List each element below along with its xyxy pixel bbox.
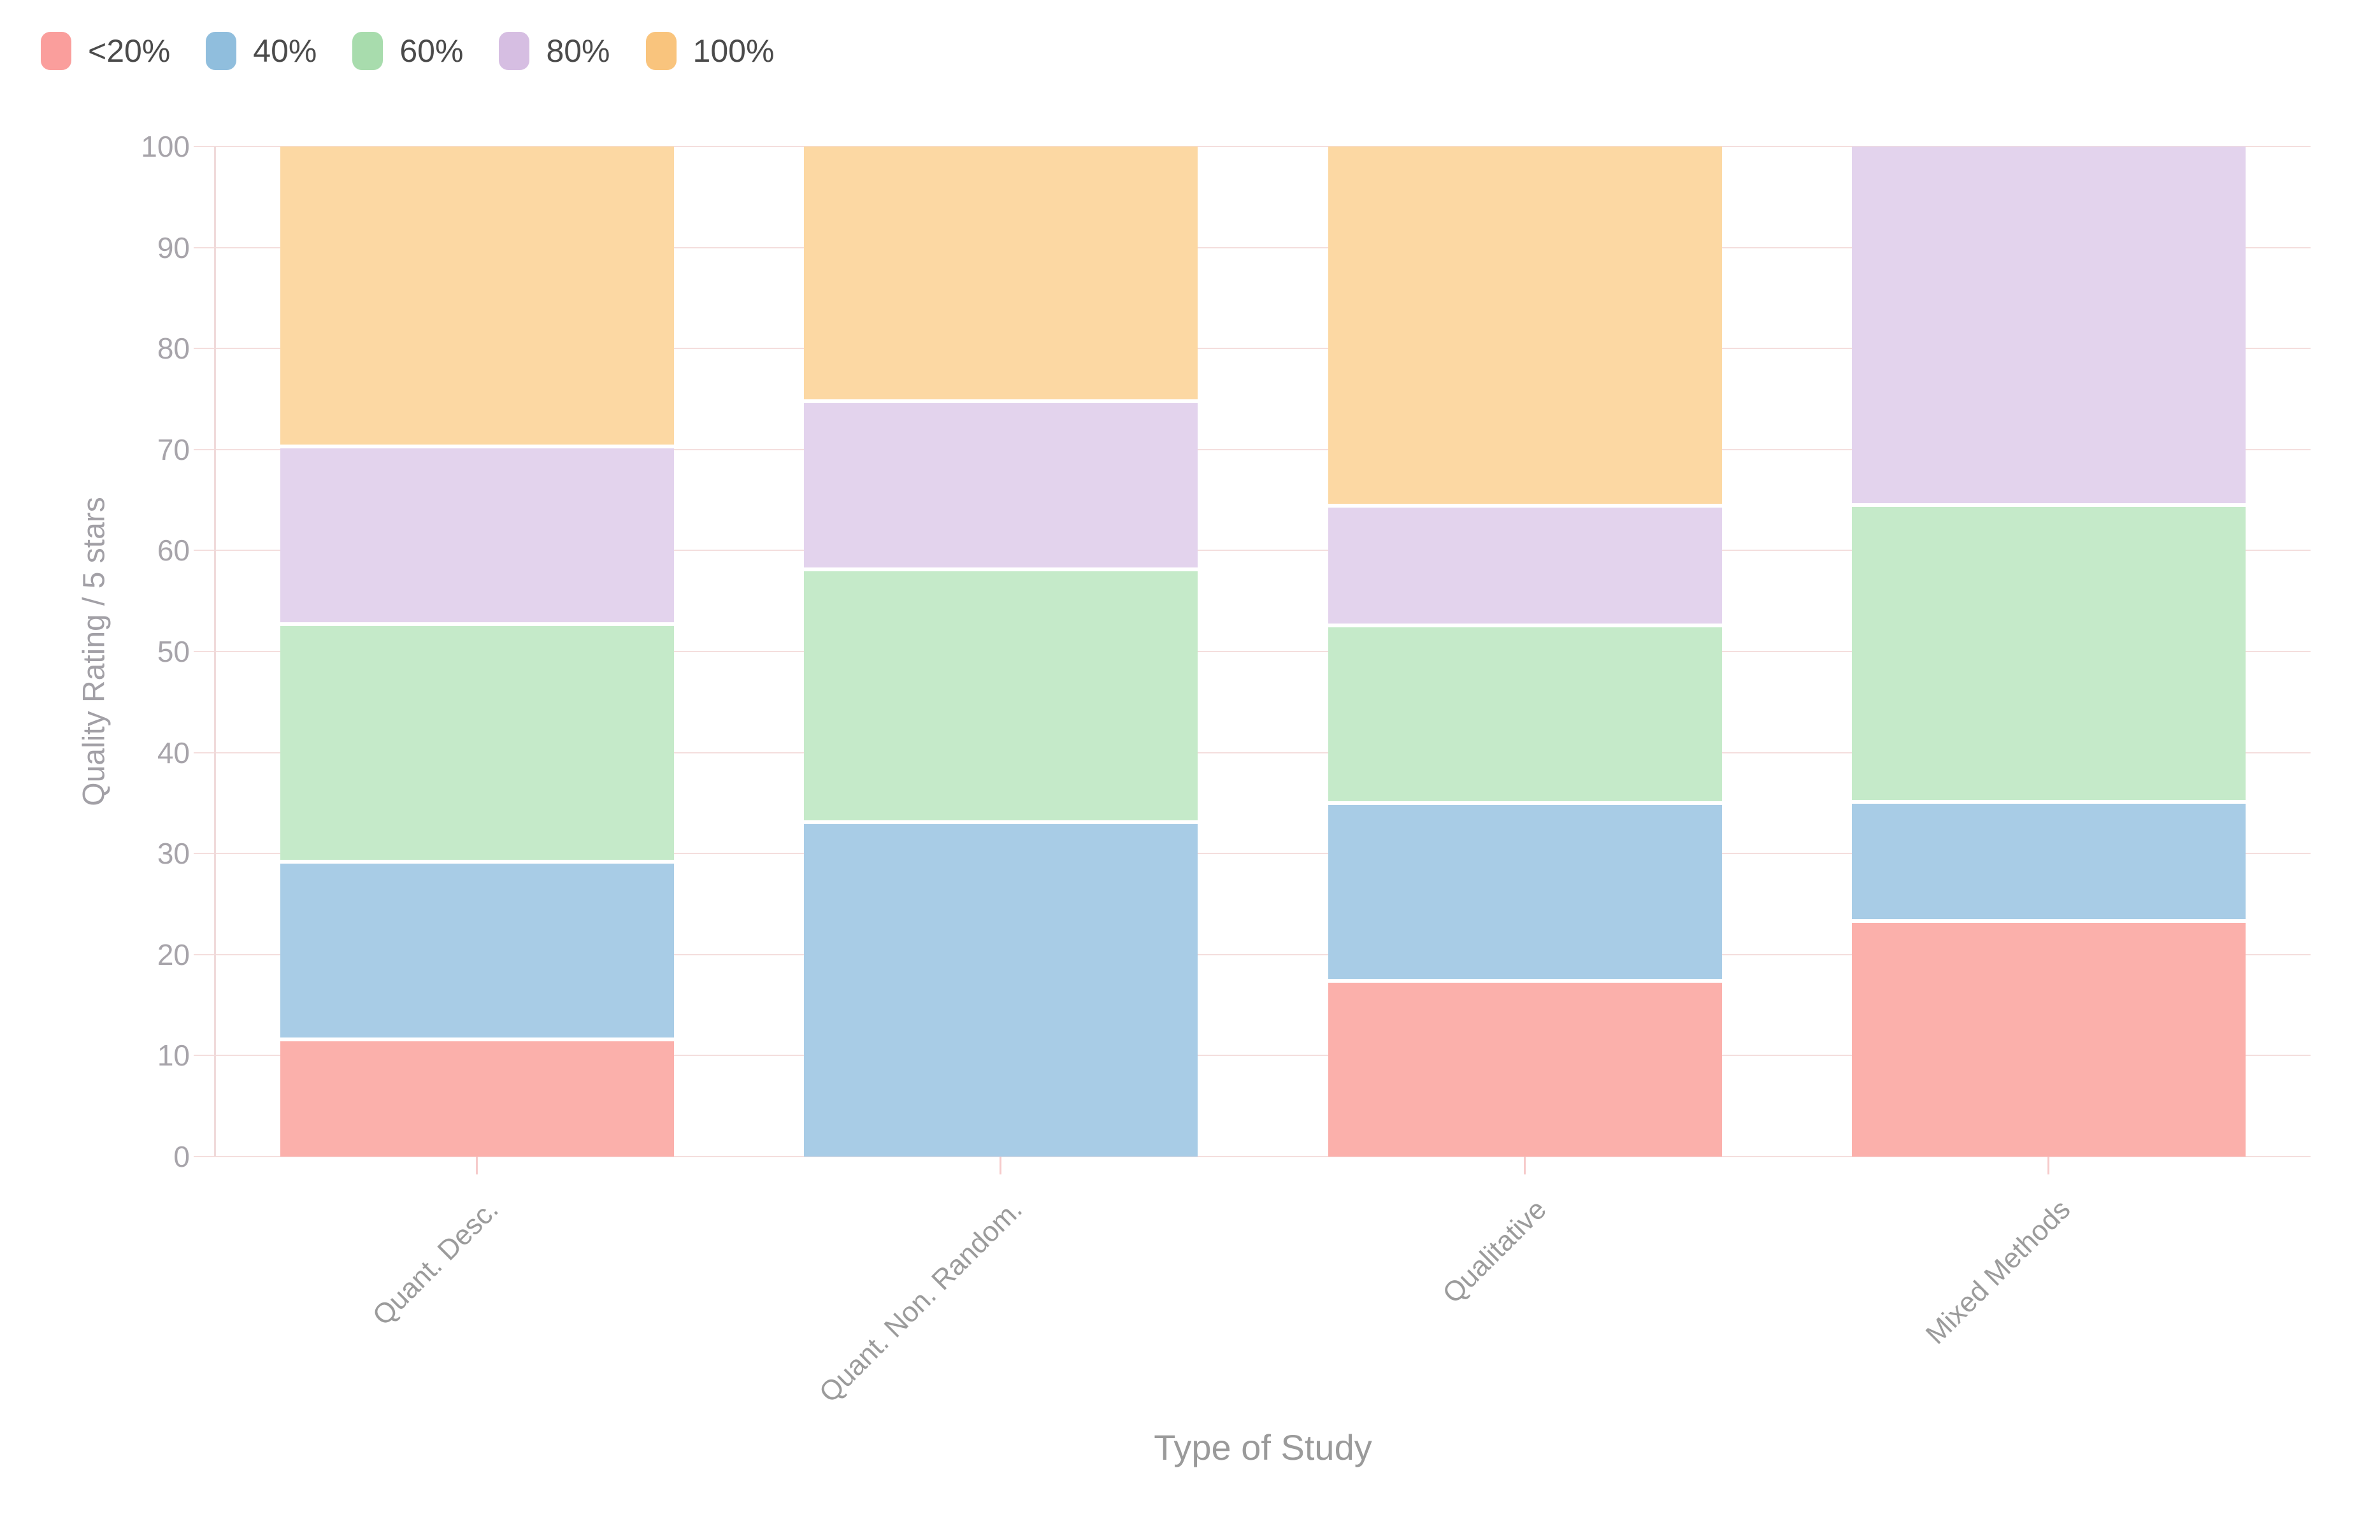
bar-segment-60pct[interactable]	[1328, 627, 1722, 801]
y-tick-label-100: 100	[141, 130, 190, 163]
bar-1	[280, 146, 675, 1157]
gridline-y70	[194, 448, 2311, 450]
category-slot-1: Quant. Desc.	[215, 146, 739, 1332]
bar-3	[1328, 146, 1722, 1157]
category-slot-4: Mixed Methods	[1787, 146, 2311, 1350]
bar-segment-20pct[interactable]	[1328, 982, 1722, 1157]
gridline-y10	[194, 1055, 2311, 1057]
legend: <20% 40% 60% 80% 100%	[41, 32, 774, 70]
legend-label: 80%	[546, 33, 610, 69]
y-tick-label-70: 70	[157, 432, 190, 466]
y-tick-label-90: 90	[157, 231, 190, 264]
x-tick-label-1: Quant. Desc.	[366, 1194, 505, 1332]
bar-segment-100pct[interactable]	[280, 146, 675, 445]
bars-container: Quant. Desc. Quant. Non. Random. Qualitati…	[215, 146, 2311, 1409]
gridline-y20	[194, 953, 2311, 955]
y-tick-label-30: 30	[157, 837, 190, 871]
bar-segment-100pct[interactable]	[804, 146, 1198, 399]
gridline-y80	[194, 348, 2311, 350]
bar-segment-40pct[interactable]	[280, 863, 675, 1037]
gridline-y40	[194, 752, 2311, 753]
x-tick-label-3: Qualitative	[1436, 1194, 1552, 1309]
y-tick-label-80: 80	[157, 332, 190, 366]
x-axis-tick	[1000, 1157, 1002, 1174]
legend-item-5[interactable]: 100%	[645, 32, 775, 70]
bar-segment-100pct[interactable]	[1328, 146, 1722, 504]
x-axis-tick	[1523, 1157, 1526, 1174]
bar-segment-80pct[interactable]	[280, 448, 675, 623]
y-tick-label-40: 40	[157, 736, 190, 769]
gridline-y50	[194, 651, 2311, 652]
x-axis-tick	[476, 1157, 478, 1174]
legend-item-4[interactable]: 80%	[499, 32, 610, 70]
gridline-y90	[194, 246, 2311, 248]
legend-swatch	[499, 32, 530, 70]
bar-segment-40pct[interactable]	[804, 823, 1198, 1157]
y-axis-line	[214, 146, 216, 1157]
bar-segment-80pct[interactable]	[804, 403, 1198, 568]
y-tick-label-20: 20	[157, 938, 190, 971]
legend-label: <20%	[88, 33, 171, 69]
plot-area: Quant. Desc. Quant. Non. Random. Qualitati…	[194, 146, 2311, 1409]
bar-segment-80pct[interactable]	[1851, 146, 2246, 503]
legend-swatch	[206, 32, 237, 70]
x-axis-tick	[2047, 1157, 2049, 1174]
bar-segment-40pct[interactable]	[1328, 804, 1722, 979]
x-tick-label-4: Mixed Methods	[1919, 1194, 2076, 1350]
bar-4	[1851, 146, 2246, 1157]
x-tick-label-2: Quant. Non. Random.	[814, 1194, 1029, 1409]
y-tick-label-50: 50	[157, 635, 190, 668]
bar-2	[804, 146, 1198, 1157]
legend-item-2[interactable]: 40%	[206, 32, 317, 70]
gridline-y60	[194, 550, 2311, 552]
bar-segment-60pct[interactable]	[280, 626, 675, 860]
x-axis-title: Type of Study	[1154, 1427, 1372, 1467]
legend-swatch	[645, 32, 677, 70]
y-tick-label-60: 60	[157, 534, 190, 567]
gridline-y0	[194, 1156, 2311, 1157]
legend-swatch	[41, 32, 71, 70]
bar-segment-20pct[interactable]	[1851, 923, 2246, 1157]
gridline-y30	[194, 853, 2311, 855]
legend-item-3[interactable]: 60%	[352, 32, 463, 70]
category-slot-3: Qualitative	[1263, 146, 1787, 1309]
legend-label: 100%	[692, 33, 775, 69]
gridline-y100	[194, 146, 2311, 147]
y-axis-tick-labels: 0 10 20 30 40 50 60 70 80 90 100	[0, 130, 191, 1173]
bar-segment-20pct[interactable]	[280, 1041, 675, 1157]
legend-label: 40%	[253, 33, 317, 69]
legend-item-1[interactable]: <20%	[41, 32, 170, 70]
bar-segment-80pct[interactable]	[1328, 508, 1722, 624]
y-tick-label-0: 0	[173, 1140, 190, 1173]
bar-segment-60pct[interactable]	[804, 571, 1198, 820]
legend-label: 60%	[399, 33, 464, 69]
y-tick-label-10: 10	[157, 1039, 190, 1073]
bar-segment-60pct[interactable]	[1851, 506, 2246, 801]
bar-segment-40pct[interactable]	[1851, 804, 2246, 920]
category-slot-2: Quant. Non. Random.	[739, 146, 1263, 1409]
legend-swatch	[352, 32, 384, 70]
